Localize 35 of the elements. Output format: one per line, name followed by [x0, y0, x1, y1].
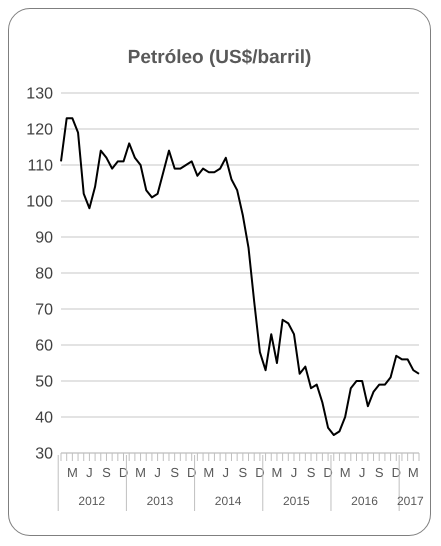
y-tick-label: 60: [35, 338, 54, 355]
x-tick-label: M: [203, 465, 214, 480]
x-tick-label: S: [306, 465, 316, 480]
x-tick-label: J: [86, 465, 93, 480]
x-tick-label: J: [290, 465, 298, 480]
x-tick-label: M: [340, 465, 351, 480]
x-tick-label: S: [170, 465, 180, 480]
chart-title: Petróleo (US$/barril): [126, 46, 312, 70]
y-tick-label: 90: [35, 230, 54, 247]
x-tick-label: M: [272, 465, 282, 480]
text: 2012: [78, 494, 106, 508]
text: 2015: [282, 494, 310, 508]
y-tick-label: 100: [26, 194, 54, 211]
text: 2017: [396, 494, 424, 508]
x-tick-label: S: [374, 465, 384, 480]
text: 2014: [214, 494, 242, 508]
x-tick-label: M: [135, 465, 146, 480]
x-tick-label: S: [102, 465, 112, 480]
x-tick-label: J: [222, 465, 230, 480]
y-tick-label: 120: [26, 122, 54, 139]
x-tick-label: J: [154, 465, 161, 480]
y-tick-label: 110: [27, 158, 54, 175]
y-tick-label: 80: [35, 266, 54, 283]
x-tick-label: M: [408, 465, 419, 480]
x-tick-label: J: [358, 465, 366, 480]
y-tick-label: 30: [35, 446, 54, 463]
y-tick-label: 130: [26, 86, 54, 103]
y-tick-label: 50: [35, 374, 54, 391]
text: 2016: [351, 494, 378, 508]
x-tick-label: S: [238, 465, 248, 480]
y-tick-label: 70: [35, 302, 54, 319]
x-tick-label: M: [66, 465, 78, 480]
line-series: [60, 117, 420, 436]
y-tick-label: 40: [35, 410, 54, 427]
text: 2013: [146, 494, 174, 508]
